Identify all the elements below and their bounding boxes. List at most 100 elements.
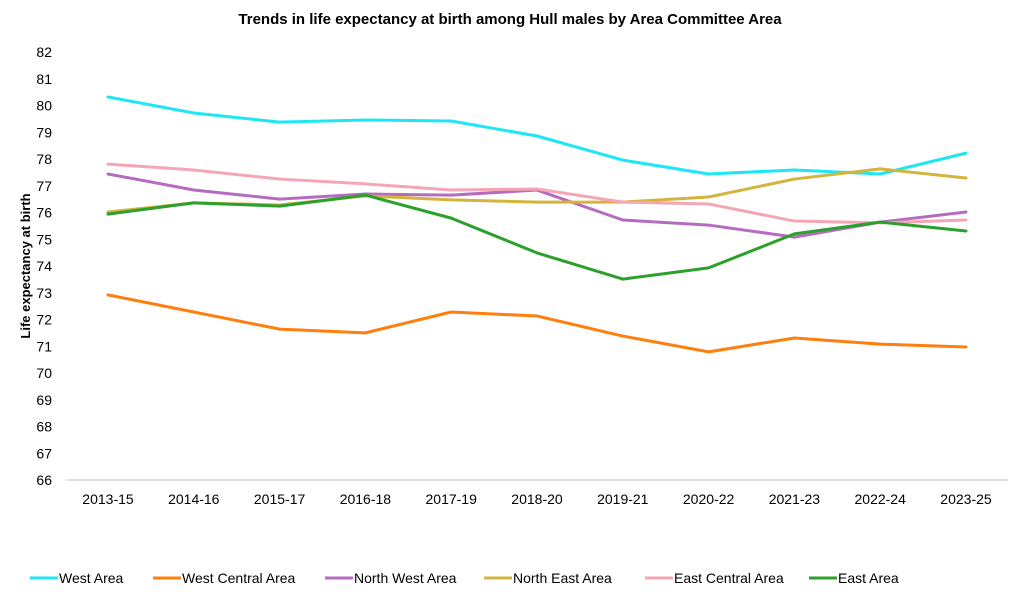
data-point <box>792 168 796 172</box>
data-point <box>192 111 196 115</box>
y-tick-label: 69 <box>36 392 52 408</box>
legend-item: East Area <box>809 570 899 586</box>
x-tick-label: 2014-16 <box>168 491 220 507</box>
legend-label: North West Area <box>354 570 457 586</box>
data-point <box>106 293 110 297</box>
y-tick-label: 75 <box>36 231 52 247</box>
data-point <box>192 201 196 205</box>
x-tick-label: 2021-23 <box>769 491 821 507</box>
data-point <box>278 177 282 181</box>
data-point <box>707 223 711 227</box>
x-ticks: 2013-15 2014-16 2015-17 2016-18 2017-19 2018-… <box>82 491 992 507</box>
data-point <box>449 119 453 123</box>
data-point <box>535 314 539 318</box>
data-point <box>964 229 968 233</box>
data-point <box>106 172 110 176</box>
data-point <box>964 176 968 180</box>
y-tick-label: 79 <box>36 124 52 140</box>
data-point <box>535 187 539 191</box>
legend-item: North West Area <box>325 570 457 586</box>
y-axis-label: Life expectancy at birth <box>18 193 33 338</box>
data-point <box>535 134 539 138</box>
data-point <box>878 220 882 224</box>
data-point <box>192 188 196 192</box>
legend-item: West Central Area <box>153 570 296 586</box>
data-point <box>449 193 453 197</box>
data-point <box>449 310 453 314</box>
legend-label: East Area <box>838 570 899 586</box>
data-point <box>535 200 539 204</box>
y-tick-label: 72 <box>36 312 52 328</box>
legend-item: East Central Area <box>645 570 784 586</box>
series-line-west-central-area <box>107 293 967 354</box>
data-point <box>964 218 968 222</box>
x-tick-label: 2016-18 <box>340 491 392 507</box>
y-tick-label: 68 <box>36 419 52 435</box>
y-tick-label: 74 <box>36 258 52 274</box>
x-tick-label: 2022-24 <box>855 491 907 507</box>
y-tick-label: 80 <box>36 98 52 114</box>
data-point <box>278 197 282 201</box>
data-point <box>192 310 196 314</box>
x-tick-label: 2013-15 <box>82 491 134 507</box>
y-tick-label: 70 <box>36 365 52 381</box>
data-point <box>792 177 796 181</box>
data-point <box>278 120 282 124</box>
data-point <box>449 188 453 192</box>
x-tick-label: 2020-22 <box>683 491 735 507</box>
x-tick-label: 2019-21 <box>597 491 649 507</box>
data-point <box>621 200 625 204</box>
legend-label: West Area <box>59 570 124 586</box>
x-tick-label: 2017-19 <box>426 491 478 507</box>
data-point <box>707 350 711 354</box>
x-tick-label: 2015-17 <box>254 491 306 507</box>
x-tick-label: 2018-20 <box>511 491 563 507</box>
y-tick-label: 81 <box>36 71 52 87</box>
data-point <box>106 95 110 99</box>
y-tick-label: 78 <box>36 151 52 167</box>
data-point <box>792 232 796 236</box>
y-tick-label: 82 <box>36 44 52 60</box>
data-point <box>363 118 367 122</box>
data-point <box>449 198 453 202</box>
data-point <box>363 331 367 335</box>
legend-label: West Central Area <box>182 570 296 586</box>
data-point <box>106 162 110 166</box>
legend-item: West Area <box>30 570 124 586</box>
data-point <box>878 342 882 346</box>
data-point <box>964 210 968 214</box>
data-point <box>621 277 625 281</box>
legend-label: North East Area <box>513 570 612 586</box>
data-point <box>106 212 110 216</box>
data-point <box>363 193 367 197</box>
data-point <box>707 202 711 206</box>
data-point <box>792 219 796 223</box>
data-point <box>621 334 625 338</box>
legend-label: East Central Area <box>674 570 784 586</box>
data-point <box>449 216 453 220</box>
data-point <box>964 345 968 349</box>
data-point <box>621 218 625 222</box>
x-tick-label: 2023-25 <box>940 491 992 507</box>
legend: West Area West Central Area North West Are… <box>30 570 899 586</box>
data-point <box>792 336 796 340</box>
data-point <box>535 251 539 255</box>
y-ticks: 66 67 68 69 70 71 72 73 74 75 76 77 78 79 80 81 82 <box>36 44 52 488</box>
y-tick-label: 66 <box>36 472 52 488</box>
data-point <box>878 167 882 171</box>
data-point <box>621 158 625 162</box>
y-tick-label: 76 <box>36 205 52 221</box>
y-tick-label: 73 <box>36 285 52 301</box>
data-point <box>707 172 711 176</box>
data-point <box>278 327 282 331</box>
chart-title: Trends in life expectancy at birth among… <box>238 11 782 28</box>
data-point <box>707 195 711 199</box>
legend-item: North East Area <box>484 570 612 586</box>
data-point <box>192 168 196 172</box>
y-tick-label: 67 <box>36 445 52 461</box>
data-point <box>363 182 367 186</box>
series-lines <box>106 95 968 354</box>
data-point <box>878 172 882 176</box>
y-tick-label: 77 <box>36 178 52 194</box>
